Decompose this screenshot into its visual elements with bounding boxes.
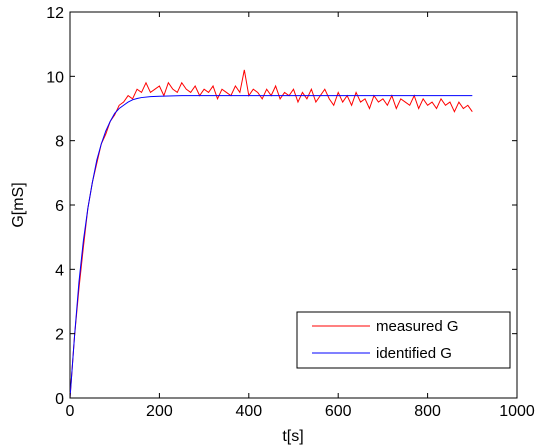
x-tick-label: 0	[66, 403, 75, 420]
x-axis-label: t[s]	[282, 428, 303, 445]
legend-label-identified: identified G	[376, 345, 452, 362]
legend: measured G identified G	[296, 311, 511, 369]
x-tick-label: 600	[325, 403, 352, 420]
series-layer	[69, 69, 473, 399]
x-tick-label: 200	[146, 403, 173, 420]
y-axis-label: G[mS]	[10, 182, 27, 227]
x-tick-label: 800	[414, 403, 441, 420]
y-tick-label: 8	[55, 134, 64, 151]
y-tick-label: 2	[55, 327, 64, 344]
y-tick-label: 12	[46, 5, 64, 22]
series-line-identified-g	[69, 95, 473, 399]
plot-area: 0 200 400 600 800 1000 0 2 4 6 8 10 12	[46, 5, 535, 420]
y-tick-label: 10	[46, 69, 64, 86]
y-tick-label: 4	[55, 262, 64, 279]
legend-label-measured: measured G	[376, 318, 459, 335]
x-tick-label: 400	[235, 403, 262, 420]
y-tick-label: 6	[55, 198, 64, 215]
legend-box	[296, 311, 511, 369]
tick-layer: 0 200 400 600 800 1000 0 2 4 6 8 10 12	[46, 5, 535, 420]
x-tick-label: 1000	[499, 403, 535, 420]
y-tick-label: 0	[55, 391, 64, 408]
